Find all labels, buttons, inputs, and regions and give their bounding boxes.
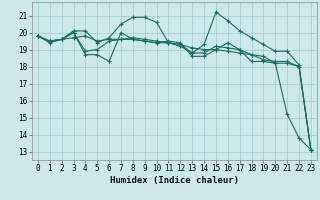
- X-axis label: Humidex (Indice chaleur): Humidex (Indice chaleur): [110, 176, 239, 185]
